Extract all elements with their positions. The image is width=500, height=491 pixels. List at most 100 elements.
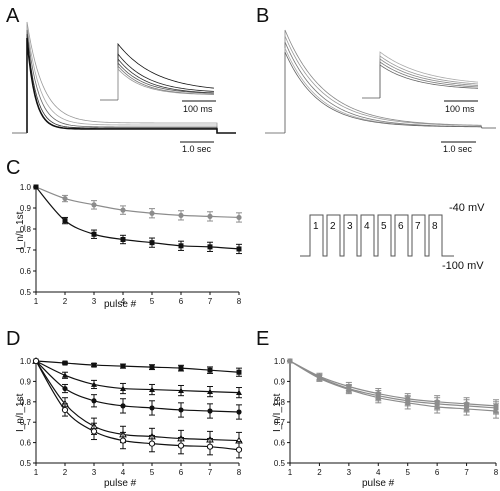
chart-d-series-2-point [149, 405, 155, 411]
chart-d-series-2-point [236, 409, 242, 415]
chart-d-x-tick-label: 7 [208, 468, 213, 477]
chart-c-series-0-line [35, 186, 240, 219]
chart-d-y-tick-label: 1.0 [20, 357, 32, 366]
chart-e-x-tick-label: 6 [435, 468, 440, 477]
pulse-label-3: 3 [347, 221, 353, 232]
chart-e-x-tick-label: 7 [464, 468, 469, 477]
chart-d-plot: 1 2 3 4 5 6 7 8 0.5 0.6 0.7 0.8 0.9 1.0 [20, 356, 243, 477]
chart-c-series-0-point [236, 214, 242, 221]
chart-d-ylabel: I_n/I_1st [15, 393, 26, 432]
tracesB-inset-trace [379, 58, 479, 98]
chart-e-x-tick-label: 8 [494, 468, 499, 477]
chart-e-series-2-point [434, 403, 441, 410]
tracesB-trace [284, 51, 496, 133]
chart-e-series-2-line [289, 360, 497, 412]
chart-c-xlabel: pulse # [104, 299, 137, 310]
chart-c-x-tick-label: 2 [63, 297, 68, 306]
inset-scale-label-a: 100 ms [183, 104, 213, 114]
chart-c-x-tick-label: 5 [150, 297, 155, 306]
chart-e-x-tick-label: 4 [376, 468, 381, 477]
chart-c-y-tick-label: 0.6 [20, 267, 32, 276]
chart-e: 1 2 3 4 5 6 7 8 0.5 0.6 0.7 0.8 0.9 1.0 pulse # I_n/I… [272, 357, 499, 489]
tracesB-trace [284, 29, 496, 133]
chart-d-series-0-point [91, 362, 97, 368]
tracesA-trace [26, 21, 236, 134]
chart-e-series-2-point [345, 386, 352, 392]
chart-d-series-4-point [32, 357, 40, 365]
chart-c-series-1-point [91, 231, 97, 237]
main-scale-label-b: 1.0 sec [443, 144, 473, 154]
chart-d-y-tick-label: 0.7 [20, 418, 32, 427]
tracesB-inset-trace [379, 51, 479, 98]
chart-c-series-1-point [33, 184, 39, 190]
chart-d-y-tick-label: 0.6 [20, 439, 32, 448]
chart-e-y-tick-label: 1.0 [274, 357, 286, 366]
chart-c-series-1-point [236, 246, 242, 252]
chart-e-series-2-point [316, 375, 323, 381]
pulse-label-2: 2 [330, 221, 336, 232]
chart-c-series-0-point [178, 212, 184, 218]
tracesA-inset-trace [117, 42, 215, 100]
protocol-step-voltage: -40 mV [449, 202, 485, 214]
chart-d-series-0-point [62, 360, 68, 366]
inset-scale-label-b: 100 ms [445, 104, 475, 114]
chart-d-series-4-point [61, 406, 69, 414]
chart-c-plot: 1 2 3 4 5 6 7 8 0.5 0.6 0.7 0.8 0.9 1.0 [20, 183, 242, 306]
pulse-label-1: 1 [313, 221, 319, 232]
chart-d-series-2-point [207, 408, 213, 414]
tracesA-trace [26, 37, 236, 134]
chart-d-series-2-point [91, 398, 97, 404]
chart-c-series-1-point [120, 237, 126, 242]
protocol-waveform [300, 214, 454, 257]
chart-e-xlabel: pulse # [362, 478, 395, 489]
chart-d-series-4-point [206, 443, 214, 450]
tracesB-inset-trace [379, 55, 479, 98]
voltage-protocol: 1 2 3 4 5 6 7 8 -40 mV -100 mV [300, 202, 485, 272]
chart-c-y-tick-label: 0.8 [20, 225, 32, 234]
chart-e-series-2-point [287, 358, 293, 364]
chart-e-y-tick-label: 0.9 [274, 377, 286, 386]
chart-d-series-1-point [178, 387, 184, 393]
chart-d-x-tick-label: 6 [179, 468, 184, 477]
chart-d-series-1-point [120, 385, 126, 391]
chart-c-x-tick-label: 3 [92, 297, 97, 306]
chart-d-series-0-point [149, 364, 155, 370]
chart-d-series-2-point [120, 403, 126, 409]
pulse-label-7: 7 [415, 221, 421, 232]
chart-c-x-tick-label: 6 [179, 297, 184, 306]
main-scale-label-a: 1.0 sec [182, 144, 212, 154]
chart-c-y-tick-label: 0.9 [20, 204, 32, 213]
traces-panel-a [12, 21, 236, 134]
chart-c-x-tick-label: 7 [208, 297, 213, 306]
chart-e-y-tick-label: 0.5 [274, 459, 286, 468]
chart-d-series-0-point [207, 367, 213, 373]
chart-d-series-0-point [236, 369, 242, 375]
chart-e-series-2-point [493, 407, 499, 414]
chart-c-y-tick-label: 1.0 [20, 183, 32, 192]
chart-e-ylabel: I_n/I_1st [272, 393, 283, 432]
chart-d-series-4-point [177, 442, 185, 449]
pulse-label-4: 4 [364, 221, 370, 232]
tracesB-trace [284, 35, 496, 133]
traces-panel-b [265, 29, 496, 134]
chart-d-series-1-point [207, 388, 213, 394]
chart-e-series-2-point [404, 399, 411, 406]
pulse-label-6: 6 [398, 221, 404, 232]
chart-c-ylabel: I_n/I_1st [15, 211, 26, 250]
chart-e-y-tick-label: 0.6 [274, 439, 286, 448]
chart-d: 1 2 3 4 5 6 7 8 0.5 0.6 0.7 0.8 0.9 1.0 pulse # I_n/I… [15, 356, 243, 489]
chart-c-y-tick-label: 0.5 [20, 288, 32, 297]
tracesA-inset-trace [117, 68, 215, 100]
chart-c-x-tick-label: 1 [34, 297, 39, 306]
panel-letter-b: B [256, 5, 269, 27]
chart-d-series-1-point [91, 381, 97, 387]
chart-c-series-1-point [178, 243, 184, 249]
chart-d-series-0-point [178, 365, 184, 371]
chart-d-series-1-point [236, 389, 242, 396]
chart-c-series-1-point [62, 218, 68, 224]
tracesB-inset-trace [379, 64, 479, 98]
chart-d-series-1-line [35, 360, 240, 394]
panel-letter-c: C [6, 157, 20, 179]
chart-c-y-tick-label: 0.7 [20, 246, 32, 255]
